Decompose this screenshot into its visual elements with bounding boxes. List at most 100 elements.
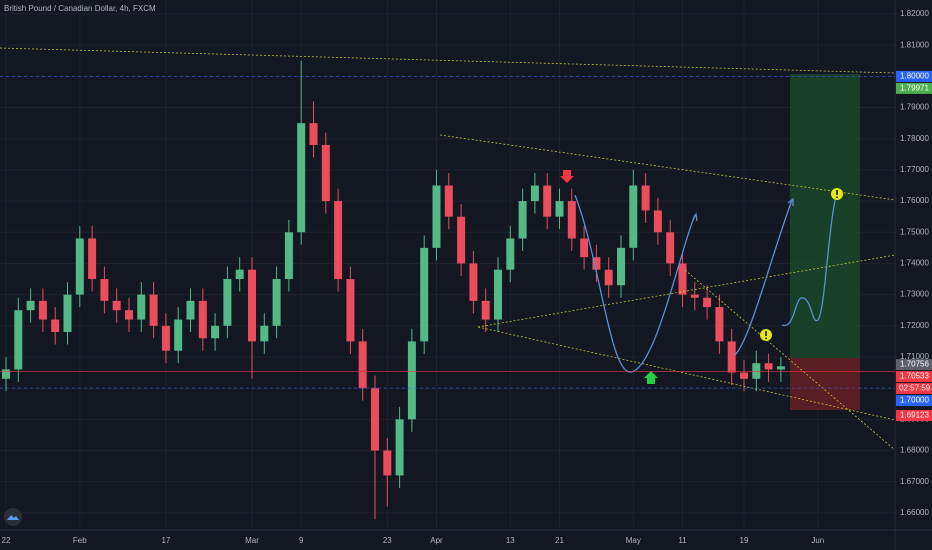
candle-body bbox=[26, 300, 35, 311]
y-tick-label: 1.74000 bbox=[900, 259, 929, 268]
candle-body bbox=[272, 279, 281, 326]
y-tick-label: 1.73000 bbox=[900, 290, 929, 299]
x-tick-label: 13 bbox=[506, 536, 515, 545]
price-label: 1.80000 bbox=[900, 71, 929, 80]
projection-path bbox=[734, 199, 793, 356]
candle-body bbox=[776, 366, 785, 370]
candle-body bbox=[481, 300, 490, 320]
candle-body bbox=[555, 201, 564, 217]
candle-body bbox=[334, 201, 343, 280]
y-tick-label: 1.77000 bbox=[900, 165, 929, 174]
candle-body bbox=[112, 300, 121, 311]
target-zone bbox=[790, 74, 860, 358]
candles bbox=[2, 60, 785, 520]
candle-body bbox=[653, 210, 662, 233]
y-tick-label: 1.81000 bbox=[900, 40, 929, 49]
y-tick-label: 1.76000 bbox=[900, 196, 929, 205]
arrow-head bbox=[787, 197, 794, 206]
y-tick-label: 1.78000 bbox=[900, 134, 929, 143]
candle-body bbox=[186, 300, 195, 320]
candle-body bbox=[346, 279, 355, 342]
candle-body bbox=[149, 294, 158, 326]
x-tick-label: 22 bbox=[2, 536, 11, 545]
candle-body bbox=[506, 238, 515, 270]
candle-body bbox=[198, 300, 207, 339]
candle-body bbox=[703, 297, 712, 308]
trendline bbox=[0, 47, 896, 74]
candle-body bbox=[592, 257, 601, 270]
candle-body bbox=[75, 238, 84, 295]
y-tick-label: 1.67000 bbox=[900, 477, 929, 486]
candle-body bbox=[248, 269, 256, 342]
candle-body bbox=[395, 419, 404, 476]
candle-body bbox=[14, 310, 23, 370]
logo-glyph bbox=[7, 515, 19, 520]
y-tick-label: 1.79000 bbox=[900, 103, 929, 112]
x-tick-label: 21 bbox=[555, 536, 564, 545]
trendline bbox=[439, 134, 896, 201]
x-tick-label: 17 bbox=[161, 536, 170, 545]
candle-body bbox=[617, 247, 625, 286]
candle-body bbox=[740, 372, 748, 379]
alert-icon bbox=[760, 329, 772, 341]
x-tick-label: 19 bbox=[740, 536, 749, 545]
countdown-box bbox=[896, 383, 932, 395]
candle-body bbox=[297, 123, 306, 233]
alert-icon bbox=[831, 188, 843, 200]
candle-body bbox=[629, 185, 638, 248]
candle-body bbox=[63, 294, 72, 333]
candle-body bbox=[457, 216, 466, 264]
candle-body bbox=[666, 232, 675, 264]
candle-body bbox=[137, 294, 146, 320]
price-label-box bbox=[896, 395, 932, 407]
candle-body bbox=[420, 247, 429, 342]
price-label: 1.79971 bbox=[900, 83, 929, 92]
candle-body bbox=[444, 185, 453, 217]
arrow-head bbox=[692, 211, 698, 222]
x-tick-label: Feb bbox=[73, 536, 87, 545]
price-label-box bbox=[896, 82, 932, 94]
candle-body bbox=[641, 185, 650, 211]
candle-body bbox=[161, 325, 170, 351]
candle-body bbox=[764, 363, 773, 370]
candle-body bbox=[100, 279, 109, 301]
y-tick-label: 1.71000 bbox=[900, 352, 929, 361]
alert-glyph bbox=[765, 331, 767, 336]
x-tick-label: Jun bbox=[811, 536, 824, 545]
candle-body bbox=[321, 144, 330, 202]
x-tick-label: May bbox=[626, 536, 641, 545]
candle-body bbox=[752, 363, 761, 379]
x-tick-label: Apr bbox=[430, 536, 443, 545]
candle-body bbox=[358, 341, 367, 389]
candle-body bbox=[51, 319, 60, 333]
price-label-box bbox=[896, 409, 932, 421]
trendline bbox=[477, 254, 896, 328]
candle-body bbox=[432, 185, 441, 248]
candle-body bbox=[260, 325, 269, 342]
candle-body bbox=[407, 341, 416, 420]
y-tick-label: 1.72000 bbox=[900, 321, 929, 330]
price-label: 1.70756 bbox=[900, 360, 929, 369]
candle-body bbox=[543, 185, 552, 217]
candle-body bbox=[174, 319, 183, 351]
candle-body bbox=[383, 450, 392, 476]
candle-body bbox=[715, 307, 724, 342]
projections bbox=[574, 194, 837, 373]
price-label-box bbox=[896, 359, 932, 371]
projection-path bbox=[781, 195, 837, 326]
candle-body bbox=[690, 294, 699, 298]
candle-body bbox=[2, 369, 10, 379]
candle-body bbox=[38, 300, 47, 320]
down-arrow bbox=[560, 170, 574, 183]
candle-body bbox=[518, 201, 527, 239]
trendlines bbox=[0, 47, 896, 451]
candle-body bbox=[371, 388, 379, 451]
candle-body bbox=[88, 238, 97, 280]
x-tick-label: Mar bbox=[245, 536, 259, 545]
candle-body bbox=[727, 341, 736, 373]
price-label-box bbox=[896, 70, 932, 82]
candle-body bbox=[494, 269, 502, 320]
